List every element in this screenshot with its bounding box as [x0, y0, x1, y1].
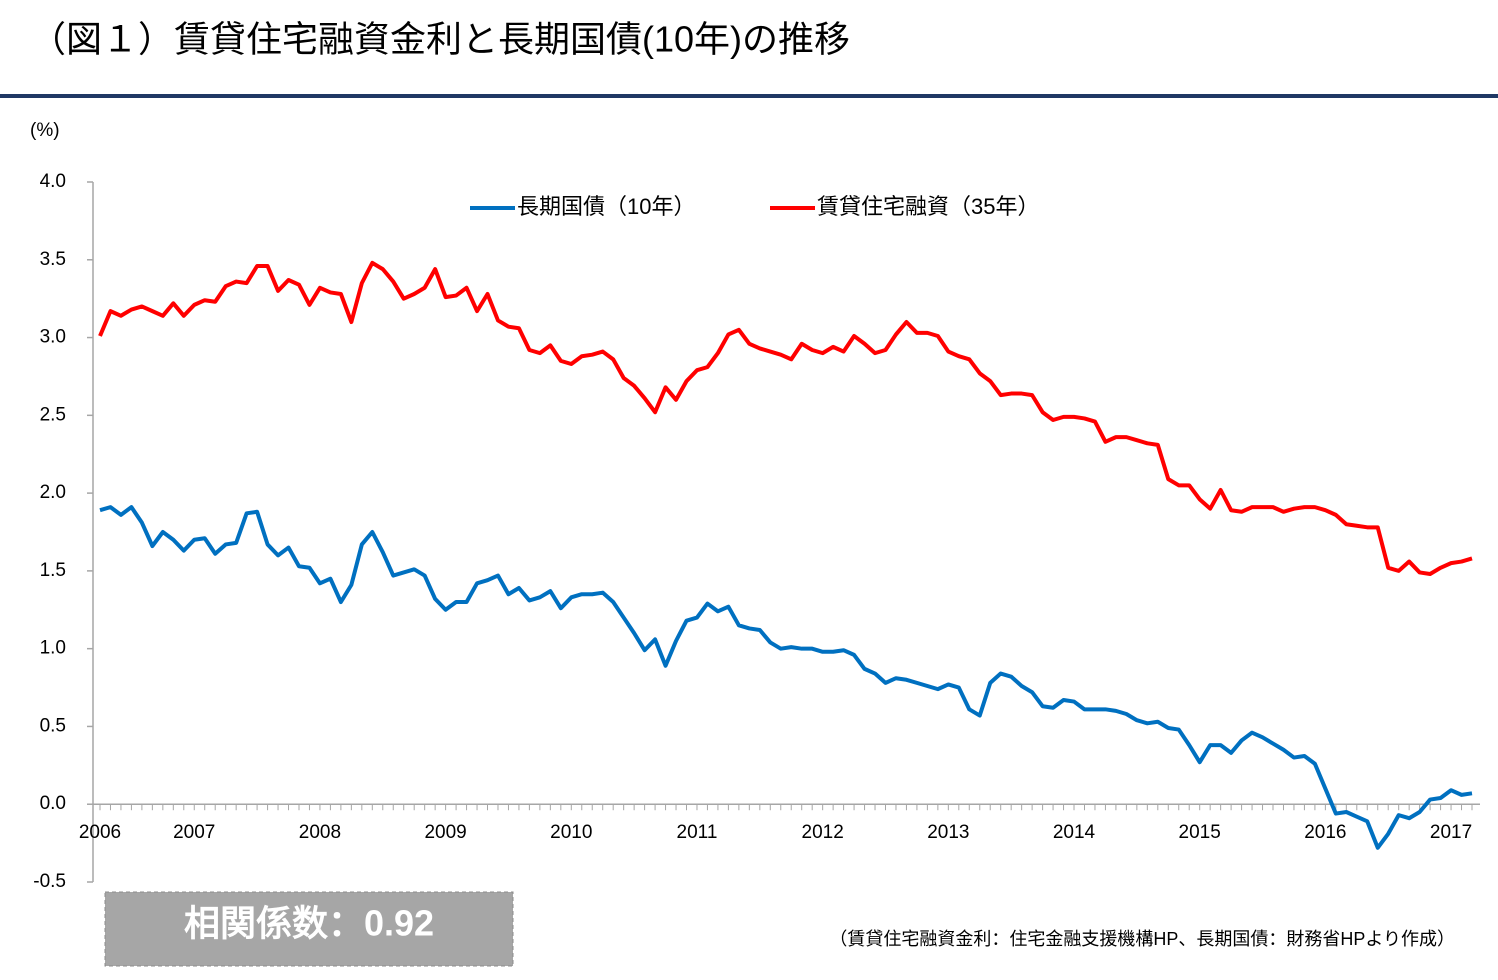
y-tick-label: 4.0 — [40, 171, 66, 192]
annotation: 相関係数：0.92 — [184, 903, 434, 944]
x-tick-label: 2007 — [173, 822, 215, 843]
title-rule — [0, 94, 1498, 98]
x-tick-label: 2011 — [677, 822, 718, 843]
legend-label: 賃貸住宅融資（35年） — [817, 194, 1039, 219]
legend-label: 長期国債（10年） — [517, 194, 695, 219]
x-tick-label: 2017 — [1430, 822, 1472, 843]
y-tick-label: 3.5 — [40, 249, 66, 270]
x-tick-label: 2014 — [1053, 822, 1096, 843]
y-tick-label: 1.5 — [40, 560, 66, 581]
x-tick-label: 2009 — [424, 822, 466, 843]
source-note: （賃貸住宅融資金利：住宅金融支援機構HP、長期国債：財務省HPより作成） — [829, 929, 1455, 949]
x-tick-label: 2006 — [79, 822, 121, 843]
x-tick-label: 2010 — [550, 822, 592, 843]
x-tick-label: 2013 — [927, 822, 969, 843]
annotation-box — [104, 891, 514, 967]
y-tick-label: 0.0 — [40, 793, 66, 814]
y-tick-label: 1.0 — [40, 638, 66, 659]
x-tick-label: 2012 — [802, 822, 844, 843]
x-tick-label: 2015 — [1179, 822, 1221, 843]
y-unit: (%) — [30, 120, 60, 141]
series-line — [99, 505, 1473, 850]
y-tick-label: 0.5 — [40, 715, 66, 736]
chart-title: （図１）賃貸住宅融資金利と長期国債(10年)の推移 — [30, 19, 850, 60]
series-line — [98, 260, 1473, 576]
y-tick-label: -0.5 — [33, 871, 66, 892]
y-tick-label: 2.5 — [40, 404, 66, 425]
x-tick-label: 2008 — [299, 822, 341, 843]
y-tick-label: 3.0 — [40, 327, 66, 348]
x-tick-label: 2016 — [1304, 822, 1346, 843]
y-tick-label: 2.0 — [40, 482, 66, 503]
